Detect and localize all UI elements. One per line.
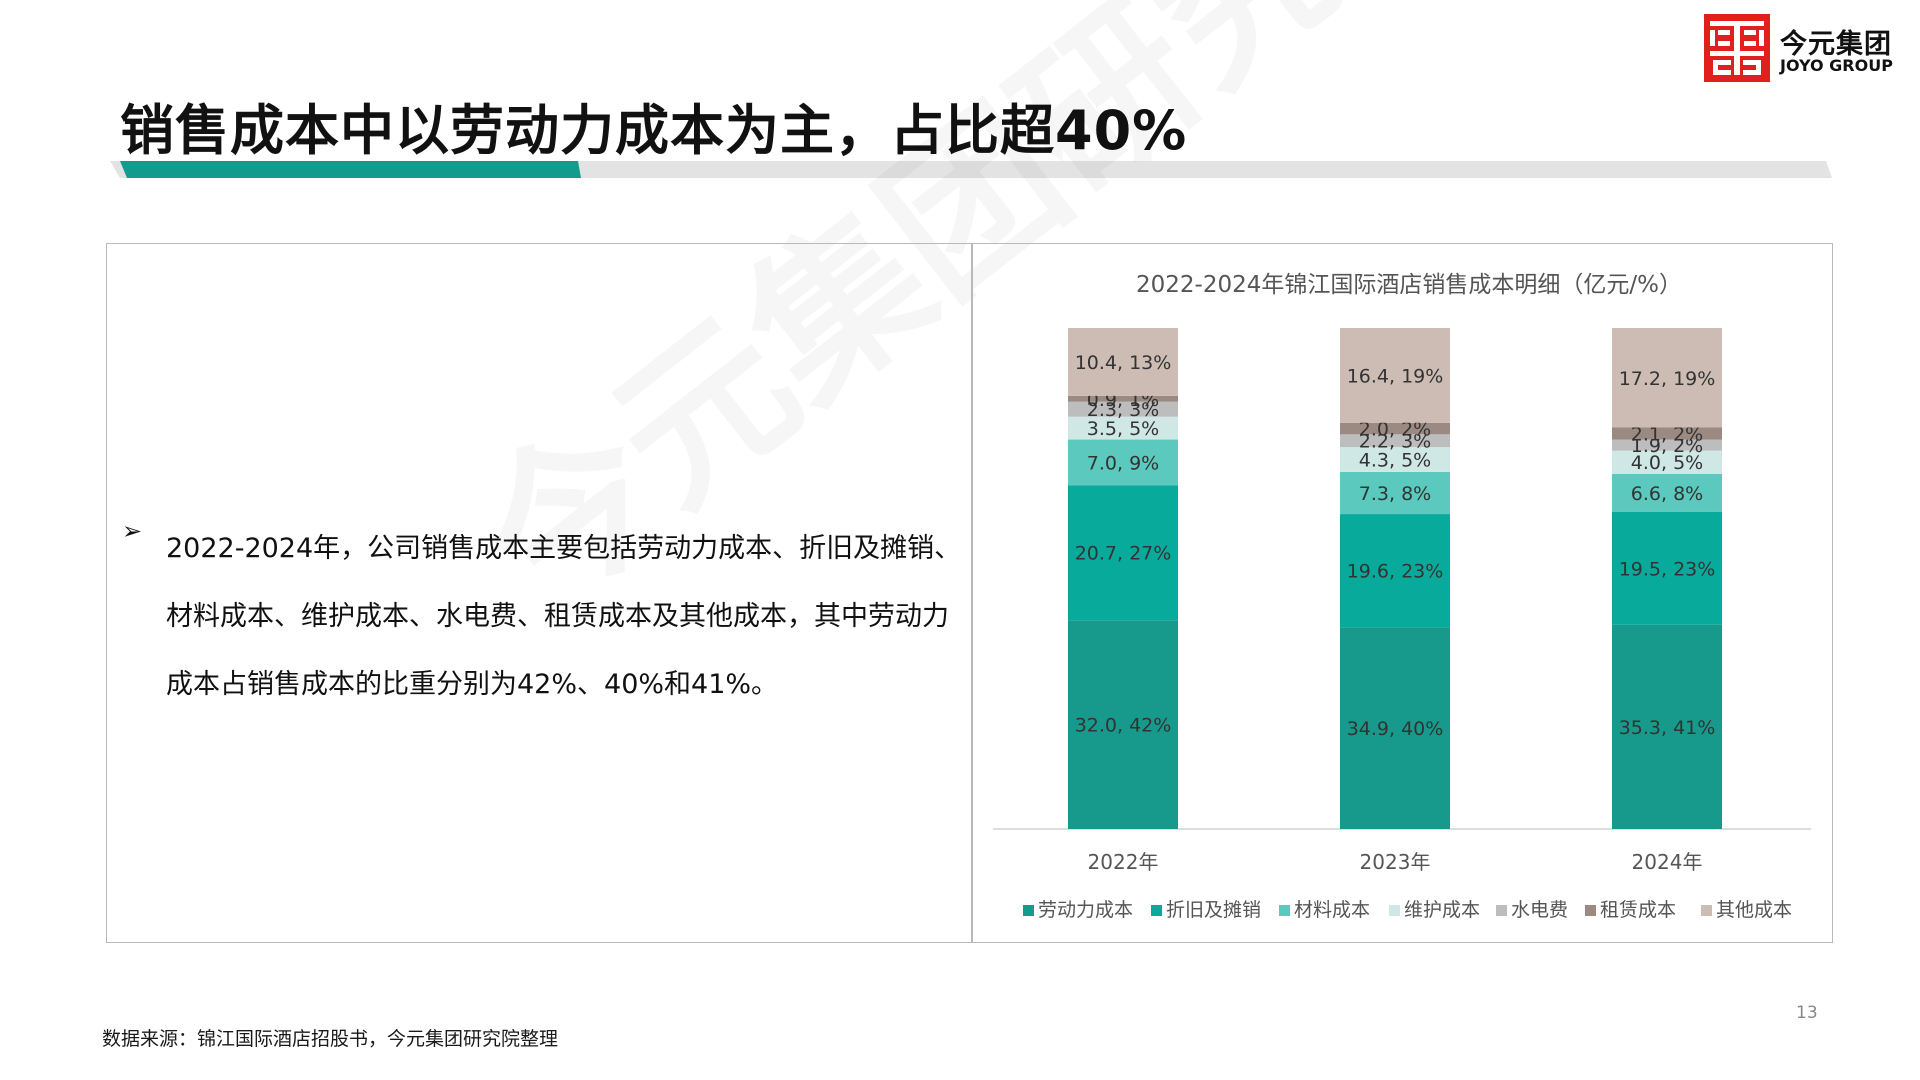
legend-swatch: [1496, 905, 1507, 916]
data-label: 2.3, 3%: [1087, 399, 1159, 421]
data-label: 7.3, 8%: [1359, 483, 1431, 505]
legend-item: 其他成本: [1701, 899, 1792, 921]
bar-segment: [1612, 473, 1722, 512]
x-tick-label: 2023年: [1360, 850, 1431, 874]
legend-label: 材料成本: [1294, 899, 1370, 921]
brand-name-en: JOYO GROUP: [1780, 56, 1893, 75]
arrow-bullet-icon: ➢: [122, 517, 143, 545]
bar-segment: [1068, 485, 1178, 621]
legend-swatch: [1279, 905, 1290, 916]
legend-label: 劳动力成本: [1038, 899, 1133, 921]
data-source-note: 数据来源：锦江国际酒店招股书，今元集团研究院整理: [102, 1028, 559, 1050]
legend-item: 材料成本: [1279, 899, 1370, 921]
bar-segment: [1340, 471, 1450, 515]
data-label: 2.2, 3%: [1359, 431, 1431, 453]
bar-segment: [1340, 447, 1450, 472]
bar-segment: [1340, 627, 1450, 829]
legend-label: 折旧及摊销: [1166, 899, 1261, 921]
x-tick-label: 2022年: [1088, 850, 1159, 874]
page-title: 销售成本中以劳动力成本为主，占比超40%: [120, 99, 1188, 162]
data-label: 1.9, 2%: [1631, 435, 1703, 457]
bar-segment: [1068, 620, 1178, 829]
bar-segment: [1612, 511, 1722, 625]
chart-area: 2022-2024年锦江国际酒店销售成本明细（亿元/%） 32.0, 42% 20…: [973, 245, 1831, 941]
bar-segment: [1068, 401, 1178, 417]
bar-segment: [1612, 624, 1722, 829]
legend-swatch: [1151, 905, 1162, 916]
data-label: 6.6, 8%: [1631, 483, 1703, 505]
legend-label: 维护成本: [1404, 899, 1480, 921]
legend-item: 折旧及摊销: [1151, 899, 1261, 921]
data-label: 4.0, 5%: [1631, 452, 1703, 474]
brand-name-cn: 今元集团: [1780, 29, 1892, 60]
bar-segment: [1340, 434, 1450, 448]
legend-swatch: [1585, 905, 1596, 916]
x-tick-label: 2024年: [1632, 850, 1703, 874]
data-label: 32.0, 42%: [1075, 715, 1172, 737]
bar-segment: [1612, 427, 1722, 440]
bar-segment: [1068, 416, 1178, 440]
legend-label: 租赁成本: [1600, 899, 1676, 921]
data-label: 20.7, 27%: [1075, 543, 1172, 565]
bar-segment: [1340, 328, 1450, 423]
legend-swatch: [1023, 905, 1034, 916]
data-label: 3.5, 5%: [1087, 418, 1159, 440]
bar-segment: [1068, 395, 1178, 402]
data-label: 19.5, 23%: [1619, 558, 1716, 580]
legend-label: 水电费: [1511, 899, 1568, 921]
bar-segment: [1068, 328, 1178, 396]
title-underline-bar: [110, 161, 1832, 178]
page-number: 13: [1796, 1003, 1818, 1023]
data-label: 4.3, 5%: [1359, 449, 1431, 471]
bar-segment: [1612, 439, 1722, 451]
legend-swatch: [1701, 905, 1712, 916]
bar-segment: [1068, 439, 1178, 486]
legend-swatch: [1389, 905, 1400, 916]
bullet-text: 2022-2024年，公司销售成本主要包括劳动力成本、折旧及摊销、材料成本、维护…: [166, 533, 962, 700]
data-label: 10.4, 13%: [1075, 352, 1172, 374]
bar-segment: [1612, 328, 1722, 428]
legend-item: 维护成本: [1389, 899, 1480, 921]
company-logo: 今元集团 JOYO GROUP: [1704, 14, 1916, 82]
bar-segment: [1612, 450, 1722, 474]
logo-mark-icon: [1704, 14, 1770, 82]
bar-segment: [1340, 514, 1450, 628]
legend-label: 其他成本: [1716, 899, 1792, 921]
data-label: 2.1, 2%: [1631, 424, 1703, 446]
data-label: 35.3, 41%: [1619, 717, 1716, 739]
data-label: 17.2, 19%: [1619, 368, 1716, 390]
data-label: 34.9, 40%: [1347, 718, 1444, 740]
content-panel: [106, 243, 1833, 943]
data-label: 7.0, 9%: [1087, 452, 1159, 474]
chart-title: 2022-2024年锦江国际酒店销售成本明细（亿元/%）: [1136, 272, 1682, 298]
data-label: 2.0, 2%: [1359, 419, 1431, 441]
legend-item: 水电费: [1496, 899, 1568, 921]
legend-item: 劳动力成本: [1023, 899, 1133, 921]
data-label: 19.6, 23%: [1347, 561, 1444, 583]
bar-segment: [1340, 422, 1450, 435]
data-label: 16.4, 19%: [1347, 365, 1444, 387]
stacked-bar-chart: 2022-2024年锦江国际酒店销售成本明细（亿元/%） 32.0, 42% 20…: [993, 272, 1811, 921]
panel-divider: [971, 243, 973, 943]
legend-item: 租赁成本: [1585, 899, 1676, 921]
